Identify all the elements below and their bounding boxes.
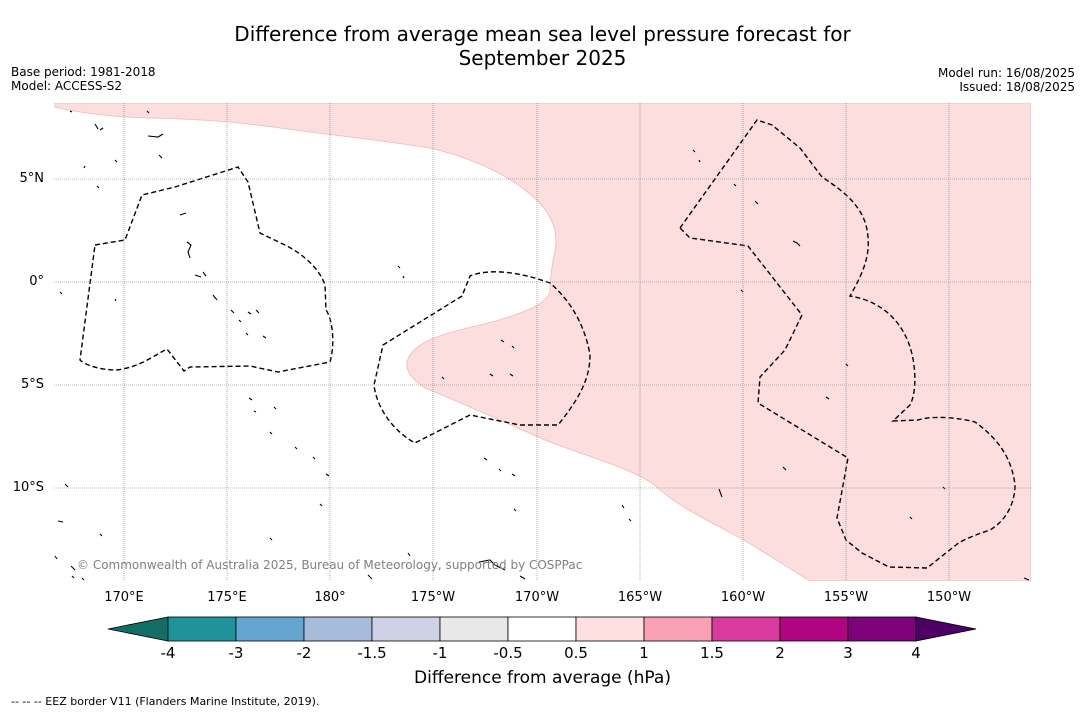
- lon-label: 165°W: [617, 590, 663, 605]
- lat-label: 10°S: [12, 480, 44, 495]
- colorbar-segment: [303, 616, 373, 642]
- lon-label: 160°W: [720, 590, 766, 605]
- colorbar-segment: [439, 616, 509, 642]
- colorbar-tick: 0.5: [564, 644, 588, 662]
- model-name: Model: ACCESS-S2: [11, 79, 123, 93]
- lon-label: 180°: [314, 590, 346, 605]
- colorbar-segment: [167, 616, 237, 642]
- colorbar-tick: 3: [843, 644, 853, 662]
- lat-label: 0°: [29, 274, 44, 289]
- colorbar: [107, 616, 977, 642]
- issued-date: Issued: 18/08/2025: [959, 80, 1075, 94]
- colorbar-segment: [235, 616, 305, 642]
- eez-border-central: [373, 271, 591, 444]
- colorbar-tick: -1.5: [357, 644, 387, 662]
- colorbar-tick: 1: [639, 644, 649, 662]
- colorbar-segment: [371, 616, 441, 642]
- colorbar-segment: [643, 616, 713, 642]
- lon-label: 155°W: [823, 590, 869, 605]
- colorbar-segment: [711, 616, 781, 642]
- colorbar-segment: [779, 616, 849, 642]
- eez-border-east-north: [679, 119, 1016, 569]
- colorbar-tick: 2: [775, 644, 785, 662]
- anomaly-region: [54, 103, 1031, 581]
- lon-label: 175°E: [207, 590, 247, 605]
- colorbar-segment: [847, 616, 917, 642]
- map-title-line-1: Difference from average mean sea level p…: [234, 22, 851, 46]
- eez-legend-note: -- -- -- EEZ border V11 (Flanders Marine…: [11, 695, 320, 708]
- map-area: [54, 103, 1031, 581]
- model-info: Base period: 1981-2018 Model: ACCESS-S2: [11, 65, 156, 93]
- lat-label: 5°N: [19, 171, 45, 186]
- copyright-notice: © Commonwealth of Australia 2025, Bureau…: [77, 558, 583, 572]
- eez-border-west: [79, 166, 334, 373]
- lon-label: 175°W: [410, 590, 456, 605]
- colorbar-tick: -3: [228, 644, 244, 662]
- colorbar-tick: 4: [911, 644, 921, 662]
- colorbar-segment: [507, 616, 577, 642]
- colorbar-tick: -4: [160, 644, 176, 662]
- islands: [54, 110, 1030, 581]
- graticule: [54, 103, 1031, 581]
- colorbar-extend-low: [107, 616, 169, 642]
- lat-label: 5°S: [20, 377, 44, 392]
- base-period: Base period: 1981-2018: [11, 65, 156, 79]
- lon-label: 170°W: [514, 590, 560, 605]
- model-run-date: Model run: 16/08/2025: [937, 66, 1075, 80]
- run-info: Model run: 16/08/2025 Issued: 18/08/2025: [938, 66, 1075, 94]
- colorbar-label: Difference from average (hPa): [414, 668, 671, 688]
- colorbar-tick: -0.5: [493, 644, 523, 662]
- colorbar-segment: [575, 616, 645, 642]
- colorbar-tick: -2: [296, 644, 312, 662]
- map-title: Difference from average mean sea level p…: [0, 22, 1085, 70]
- lon-label: 150°W: [926, 590, 972, 605]
- map-title-line-2: September 2025: [458, 46, 627, 70]
- lon-label: 170°E: [104, 590, 144, 605]
- colorbar-tick: 1.5: [700, 644, 724, 662]
- colorbar-extend-high: [915, 616, 977, 642]
- colorbar-tick: -1: [432, 644, 448, 662]
